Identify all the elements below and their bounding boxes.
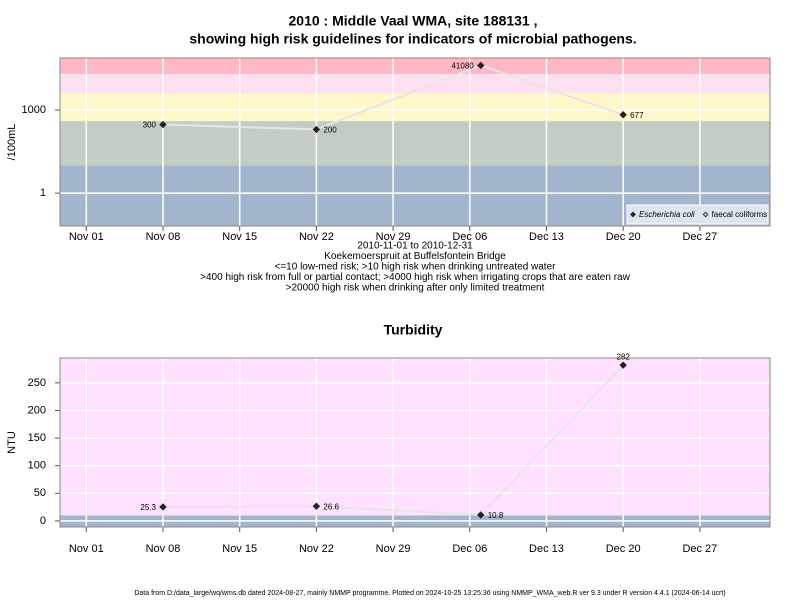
chart-note: >400 high risk from full or partial cont… — [200, 272, 630, 283]
risk-band — [60, 121, 770, 166]
data-label: 282 — [616, 352, 630, 361]
x-tick-label: Dec 27 — [682, 231, 717, 243]
chart-note: 2010-11-01 to 2010-12-31 — [357, 241, 473, 252]
data-label: 300 — [143, 121, 157, 130]
legend-label: Escherichia coli — [639, 210, 695, 219]
x-tick-label: Nov 01 — [69, 543, 104, 555]
legend-box — [626, 204, 769, 225]
y-tick-label: 1 — [40, 187, 46, 199]
risk-band — [60, 58, 770, 75]
x-tick-label: Nov 08 — [146, 543, 181, 555]
data-point — [312, 125, 321, 134]
y-tick-label: 0 — [40, 515, 46, 527]
legend-symbol — [630, 211, 636, 218]
legend-label: faecal coliforms — [712, 210, 768, 219]
data-label: 677 — [630, 111, 644, 120]
plot-frame — [59, 57, 771, 227]
x-tick-label: Nov 29 — [376, 543, 411, 555]
data-label: 25.3 — [140, 503, 156, 512]
x-tick-label: Nov 08 — [146, 231, 181, 243]
y-axis-label: NTU — [6, 431, 18, 454]
y-axis-label: /100mL — [6, 124, 18, 161]
data-point — [159, 503, 167, 511]
data-label: 26.6 — [323, 502, 339, 511]
data-label: 200 — [323, 126, 337, 135]
data-point — [477, 61, 485, 70]
data-point — [312, 502, 321, 510]
footer: Data from D:/data_large/wq/wms.db dated … — [134, 590, 725, 597]
plot-frame — [59, 357, 771, 528]
x-tick-label: Dec 06 — [452, 543, 487, 555]
chart-note: <=10 low-med risk; >10 high risk when dr… — [275, 262, 557, 273]
legend-symbol — [702, 211, 709, 218]
y-tick-label: 250 — [28, 377, 46, 389]
chart-note: >20000 high risk when drinking after onl… — [286, 283, 545, 294]
x-tick-label: Nov 01 — [69, 231, 104, 243]
x-tick-label: Dec 20 — [606, 231, 641, 243]
x-tick-label: Dec 20 — [606, 543, 641, 555]
x-tick-label: Nov 15 — [222, 231, 257, 243]
x-tick-label: Nov 15 — [222, 543, 257, 555]
x-tick-label: Nov 29 — [376, 231, 411, 243]
y-tick-label: 1000 — [22, 104, 46, 116]
series-line — [162, 364, 624, 516]
x-tick-label: Dec 13 — [529, 543, 564, 555]
chart-note: Koekemoerspruit at Buffelsfontein Bridge — [324, 251, 506, 262]
data-point — [619, 111, 627, 119]
x-tick-label: Dec 27 — [682, 543, 717, 555]
y-tick-label: 150 — [28, 432, 46, 444]
risk-band — [60, 74, 770, 94]
series-line — [162, 64, 624, 131]
data-point — [477, 511, 485, 519]
x-tick-label: Nov 22 — [299, 543, 334, 555]
y-tick-label: 200 — [28, 404, 46, 416]
y-tick-label: 100 — [28, 460, 46, 472]
y-tick-label: 50 — [34, 487, 46, 499]
risk-band — [60, 358, 770, 516]
x-tick-label: Dec 13 — [529, 231, 564, 243]
x-tick-label: Nov 22 — [299, 231, 334, 243]
chart-title: Turbidity — [384, 322, 443, 338]
data-label: 10.8 — [488, 511, 504, 520]
chart-title: 2010 : Middle Vaal WMA, site 188131 , — [289, 13, 538, 29]
x-tick-label: Dec 06 — [452, 231, 487, 243]
data-point — [619, 361, 627, 369]
data-point — [159, 120, 167, 129]
data-label: 41080 — [451, 62, 474, 71]
chart-subtitle: showing high risk guidelines for indicat… — [189, 31, 636, 47]
risk-band — [60, 93, 770, 122]
